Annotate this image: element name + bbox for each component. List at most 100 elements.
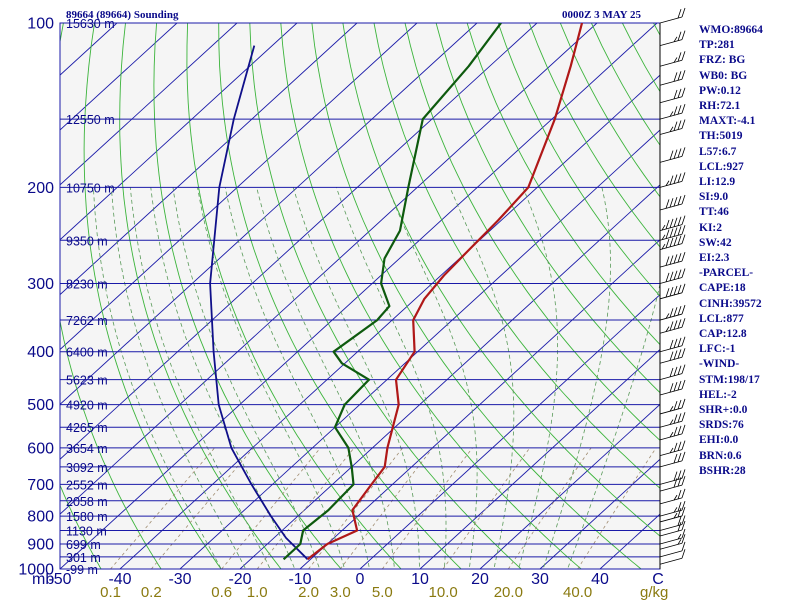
isotherm-line: [119, 74, 660, 569]
mixing-ratio-label: 0.6: [211, 584, 232, 600]
wind-barb-flag: [677, 71, 682, 81]
index-line: WB0: BG: [699, 69, 748, 82]
wind-barb-flag: [665, 326, 670, 332]
wind-barb-flag: [661, 234, 666, 240]
wind-barb-staff: [659, 16, 683, 24]
pressure-tick-label: 900: [27, 537, 54, 554]
wind-barb-flag: [681, 225, 686, 235]
wind-barb-flag: [681, 549, 686, 559]
height-label: 5623 m: [66, 374, 108, 388]
index-line: LI:12.9: [699, 176, 736, 189]
wind-barb-flag: [681, 475, 686, 486]
moist-adiabat-line: [224, 187, 370, 569]
wind-barb: [659, 488, 686, 505]
wind-barb: [659, 234, 686, 250]
dry-adiabat-line: [60, 23, 162, 569]
wind-barb-flag: [673, 442, 678, 452]
wind-barb-flag: [677, 413, 682, 423]
wind-barb-flag: [677, 306, 682, 316]
moist-adiabat-line: [256, 187, 395, 569]
wind-barb-flag: [681, 336, 686, 346]
wind-barb-flag: [677, 173, 682, 183]
dry-adiabat-line: [497, 23, 660, 297]
height-label: 9350 m: [66, 234, 108, 248]
wind-barb: [659, 252, 686, 268]
wind-barb-flag: [681, 541, 686, 551]
height-label: 10750 m: [66, 181, 115, 195]
height-label: 1580 m: [66, 510, 108, 524]
isotherm-line: [419, 348, 660, 569]
mixing-ratio-line: [381, 447, 473, 569]
wind-barb-flag: [681, 348, 686, 358]
wind-barb-flag: [673, 227, 678, 237]
dry-adiabat-line: [60, 483, 102, 569]
wind-barb: [659, 70, 686, 86]
dry-adiabat-line: [373, 23, 660, 489]
moist-adiabat-line: [197, 187, 345, 569]
wind-barb-flag: [673, 338, 678, 349]
wind-barb-flag: [681, 364, 686, 374]
wind-barb: [659, 87, 686, 104]
height-label: 15630 m: [66, 17, 115, 31]
wind-barb-flag: [669, 308, 674, 318]
wind-barb-flag: [677, 284, 682, 295]
wind-barb-flag: [673, 494, 678, 501]
dry-adiabat-line: [280, 23, 582, 569]
wind-barb-staff: [659, 550, 683, 558]
wind-barb-flag: [673, 36, 678, 43]
index-line: KI:2: [699, 221, 722, 234]
wind-barb-flag: [677, 502, 682, 512]
wind-barb-flag: [677, 253, 682, 263]
dry-adiabat-line: [404, 23, 660, 441]
height-label: 3654 m: [66, 442, 108, 456]
index-line: -WIND-: [699, 358, 740, 371]
wind-barb-flag: [677, 337, 682, 347]
wind-barb-flag: [681, 304, 686, 315]
wind-barb-flag: [681, 520, 686, 531]
wind-barb-flag: [673, 174, 678, 184]
wind-barb: [659, 412, 686, 428]
wind-barb-flag: [669, 198, 674, 208]
temperature-tick-label: 20: [471, 571, 489, 588]
wind-barb-flag: [677, 516, 682, 526]
wind-barb-flag: [677, 380, 682, 391]
index-line: PW:0.12: [699, 84, 741, 97]
index-line: SW:42: [699, 236, 732, 249]
wind-barb-flag: [681, 528, 686, 539]
height-label: 6400 m: [66, 346, 108, 360]
wind-barb-flag: [681, 469, 686, 479]
wind-barb-staff: [659, 96, 683, 104]
mixing-ratio-label: 0.2: [141, 584, 162, 600]
wind-barb: [659, 534, 686, 550]
wind-barb: [659, 304, 686, 321]
wind-barb-flag: [677, 365, 682, 375]
mixing-ratio-line: [442, 447, 531, 569]
height-label: 4920 m: [66, 399, 108, 413]
mixing-ratio-label: 1.0: [247, 584, 268, 600]
wind-barb-flag: [673, 121, 678, 131]
dewpoint-profile: [282, 23, 502, 561]
index-line: BSHR:28: [699, 464, 746, 477]
wind-barb-flag: [677, 452, 682, 463]
temperature-tick-label: -40: [108, 571, 131, 588]
dry-adiabat-line: [119, 23, 282, 569]
height-label: 301 m: [66, 551, 101, 565]
wind-barb-flag: [681, 379, 686, 390]
wind-barb-flag: [681, 506, 686, 517]
wind-barb-flag: [681, 534, 686, 544]
pressure-tick-label: 100: [27, 16, 54, 33]
isotherm-line: [60, 23, 418, 351]
index-line: CAPE:18: [699, 282, 746, 295]
wind-barb-flag: [673, 57, 678, 63]
wind-barb: [659, 451, 686, 468]
index-line: FRZ: BG: [699, 54, 746, 67]
wind-barb-flag: [665, 229, 670, 239]
mixing-ratio-line: [507, 447, 592, 569]
index-line: L57:6.7: [699, 145, 737, 158]
wind-barb-flag: [681, 194, 686, 205]
wind-barb: [659, 225, 686, 241]
dry-adiabat-line: [153, 23, 342, 569]
wind-barb-staff: [659, 497, 683, 505]
moist-adiabat-line: [518, 187, 558, 569]
wind-barb-flag: [669, 271, 674, 281]
